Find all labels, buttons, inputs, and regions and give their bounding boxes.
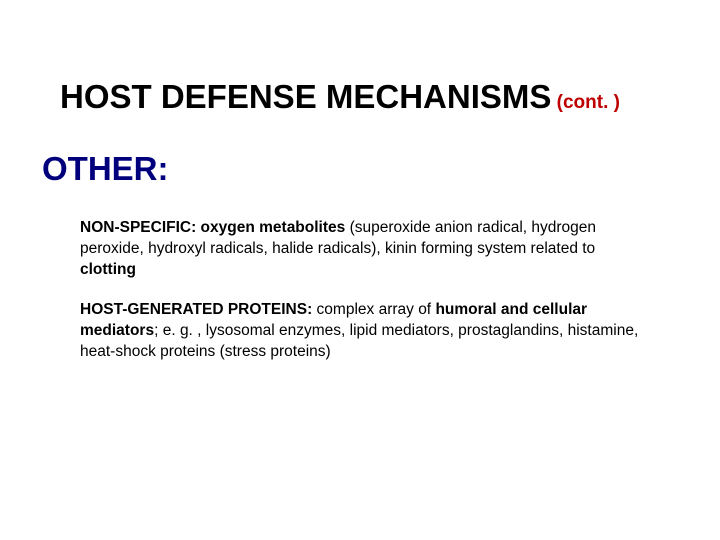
paragraph-nonspecific: NON-SPECIFIC: oxygen metabolites (supero… — [80, 218, 650, 281]
para2-mid2: ; e. g. , lysosomal enzymes, lipid media… — [80, 322, 638, 360]
para2-mid1: complex array of — [317, 301, 436, 318]
para2-lead: HOST-GENERATED PROTEINS: — [80, 301, 317, 318]
paragraph-host-generated: HOST-GENERATED PROTEINS: complex array o… — [80, 300, 650, 363]
section-heading: OTHER: — [42, 150, 169, 188]
para1-lead: NON-SPECIFIC: oxygen metabolites — [80, 219, 350, 236]
para1-tail: clotting — [80, 261, 136, 278]
title-main-text: HOST DEFENSE MECHANISMS — [60, 78, 551, 115]
slide-title: HOST DEFENSE MECHANISMS (cont. ) — [60, 78, 620, 116]
slide: HOST DEFENSE MECHANISMS (cont. ) OTHER: … — [0, 0, 720, 540]
title-cont-text: (cont. ) — [551, 92, 620, 113]
